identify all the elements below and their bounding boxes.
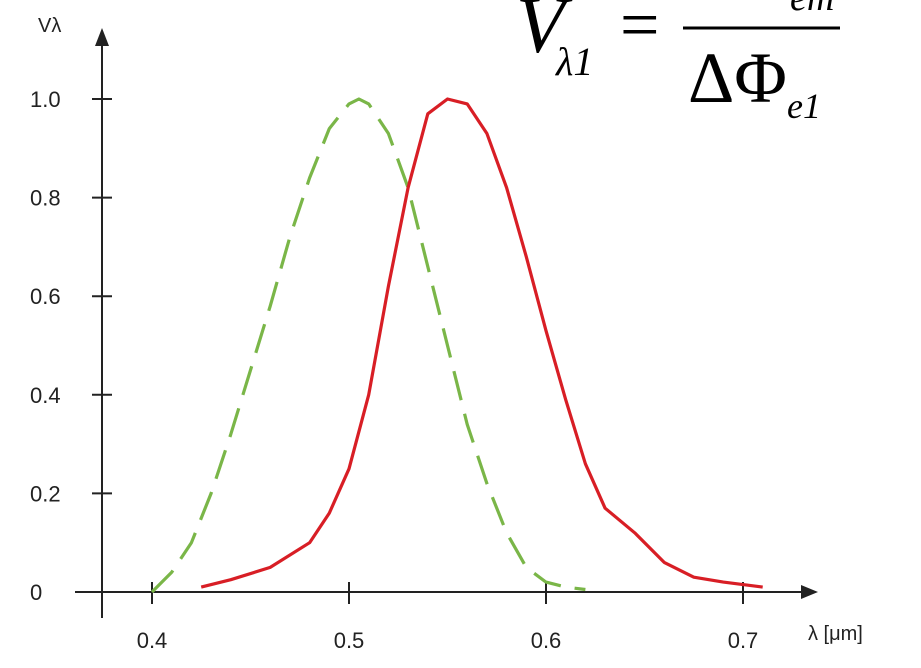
y-tick-label: 0.2	[30, 481, 61, 506]
y-tick-label: 0.8	[30, 186, 61, 211]
x-tick-label: 0.5	[334, 628, 365, 653]
formula-lhs: V	[516, 0, 573, 70]
formula-numerator-subscript: em	[790, 0, 834, 19]
x-axis-arrow	[801, 585, 818, 599]
formula-lhs-subscript: λ1	[555, 39, 593, 84]
y-axis-label: Vλ	[38, 15, 61, 37]
x-tick-label: 0.4	[137, 628, 168, 653]
solid-series-line	[200, 97, 763, 589]
x-tick-label: 0.6	[531, 628, 562, 653]
x-tick-label: 0.7	[728, 628, 759, 653]
y-tick-label: 1.0	[30, 87, 61, 112]
series-group	[150, 97, 763, 594]
formula-denominator: ΔΦ	[688, 38, 787, 118]
dashed-series-line	[150, 97, 586, 594]
y-tick-label: 0	[30, 580, 42, 605]
y-axis-arrow	[95, 28, 109, 46]
x-ticks: 0.4 0.5 0.6 0.7	[137, 582, 759, 653]
formula: V λ1 = em ΔΦ e1	[516, 0, 840, 126]
y-tick-label: 0.6	[30, 284, 61, 309]
formula-denominator-subscript: e1	[787, 86, 821, 126]
y-ticks: 0 0.2 0.4 0.6 0.8 1.0	[30, 87, 112, 605]
y-tick-label: 0.4	[30, 383, 61, 408]
x-axis-label: λ [μm]	[808, 623, 863, 645]
formula-equals: =	[620, 0, 659, 64]
